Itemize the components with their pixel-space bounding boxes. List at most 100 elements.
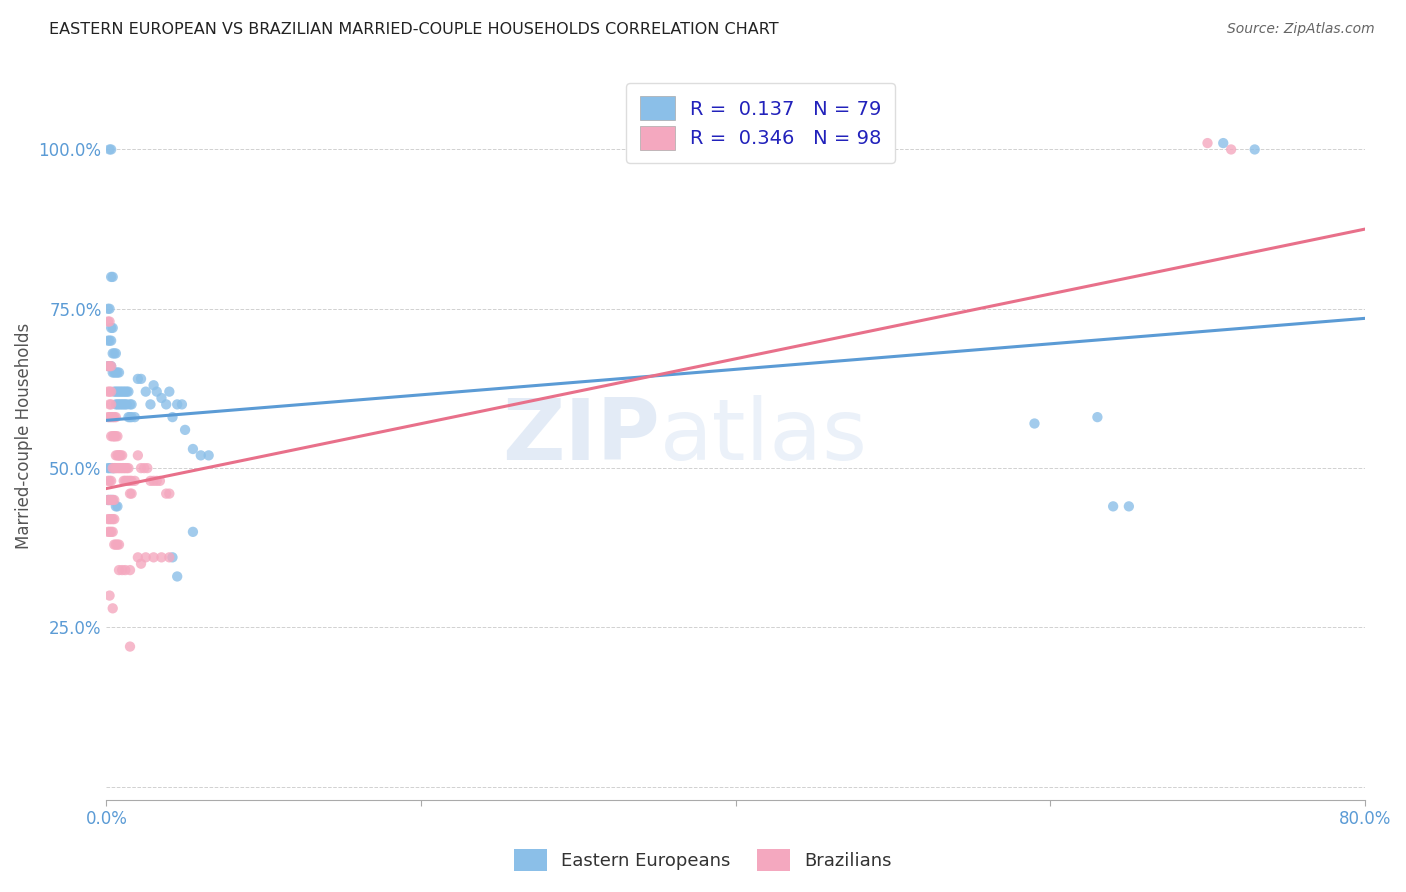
Point — [115, 461, 138, 475]
Point — [150, 391, 173, 405]
Point — [97, 334, 120, 348]
Point — [104, 538, 127, 552]
Point — [124, 474, 146, 488]
Point — [108, 366, 131, 380]
Point — [104, 410, 127, 425]
Point — [104, 346, 127, 360]
Point — [101, 493, 124, 508]
Point — [108, 449, 131, 463]
Point — [115, 384, 138, 399]
Point — [101, 346, 124, 360]
Point — [98, 334, 121, 348]
Legend: R =  0.137   N = 79, R =  0.346   N = 98: R = 0.137 N = 79, R = 0.346 N = 98 — [626, 83, 896, 163]
Point — [1212, 136, 1234, 150]
Point — [166, 569, 188, 583]
Point — [112, 461, 135, 475]
Point — [97, 493, 120, 508]
Point — [103, 384, 125, 399]
Point — [101, 461, 124, 475]
Point — [114, 384, 136, 399]
Point — [1220, 143, 1243, 157]
Point — [145, 384, 167, 399]
Point — [190, 449, 212, 463]
Point — [98, 359, 121, 373]
Point — [98, 461, 121, 475]
Point — [104, 461, 127, 475]
Point — [112, 397, 135, 411]
Point — [117, 461, 139, 475]
Text: EASTERN EUROPEAN VS BRAZILIAN MARRIED-COUPLE HOUSEHOLDS CORRELATION CHART: EASTERN EUROPEAN VS BRAZILIAN MARRIED-CO… — [49, 22, 779, 37]
Point — [129, 372, 152, 386]
Point — [103, 429, 125, 443]
Point — [118, 640, 141, 654]
Y-axis label: Married-couple Households: Married-couple Households — [15, 323, 32, 549]
Point — [112, 384, 135, 399]
Point — [115, 474, 138, 488]
Point — [97, 384, 120, 399]
Point — [101, 524, 124, 539]
Point — [107, 429, 129, 443]
Point — [98, 384, 121, 399]
Point — [104, 397, 127, 411]
Point — [170, 397, 193, 411]
Point — [110, 449, 132, 463]
Text: Source: ZipAtlas.com: Source: ZipAtlas.com — [1227, 22, 1375, 37]
Point — [166, 397, 188, 411]
Point — [100, 269, 122, 284]
Point — [108, 538, 131, 552]
Point — [97, 301, 120, 316]
Point — [118, 410, 141, 425]
Point — [118, 397, 141, 411]
Point — [139, 397, 162, 411]
Point — [104, 384, 127, 399]
Point — [103, 429, 125, 443]
Point — [157, 384, 180, 399]
Point — [100, 512, 122, 526]
Point — [107, 449, 129, 463]
Point — [181, 524, 204, 539]
Point — [103, 512, 125, 526]
Point — [108, 384, 131, 399]
Point — [142, 378, 165, 392]
Point — [100, 384, 122, 399]
Point — [107, 384, 129, 399]
Point — [136, 461, 159, 475]
Point — [157, 550, 180, 565]
Point — [98, 524, 121, 539]
Text: ZIP: ZIP — [502, 395, 659, 478]
Point — [97, 524, 120, 539]
Point — [97, 314, 120, 328]
Point — [110, 461, 132, 475]
Point — [100, 474, 122, 488]
Text: atlas: atlas — [659, 395, 868, 478]
Point — [107, 397, 129, 411]
Point — [118, 563, 141, 577]
Point — [124, 410, 146, 425]
Point — [101, 461, 124, 475]
Point — [1118, 500, 1140, 514]
Point — [197, 449, 219, 463]
Point — [111, 461, 134, 475]
Point — [100, 493, 122, 508]
Point — [127, 550, 149, 565]
Point — [114, 461, 136, 475]
Point — [101, 321, 124, 335]
Legend: Eastern Europeans, Brazilians: Eastern Europeans, Brazilians — [506, 842, 900, 879]
Point — [118, 486, 141, 500]
Point — [108, 563, 131, 577]
Point — [127, 449, 149, 463]
Point — [101, 366, 124, 380]
Point — [107, 500, 129, 514]
Point — [104, 500, 127, 514]
Point — [114, 563, 136, 577]
Point — [98, 143, 121, 157]
Point — [101, 493, 124, 508]
Point — [107, 538, 129, 552]
Point — [134, 461, 156, 475]
Point — [142, 550, 165, 565]
Point — [155, 486, 177, 500]
Point — [97, 474, 120, 488]
Point — [100, 321, 122, 335]
Point — [98, 474, 121, 488]
Point — [98, 512, 121, 526]
